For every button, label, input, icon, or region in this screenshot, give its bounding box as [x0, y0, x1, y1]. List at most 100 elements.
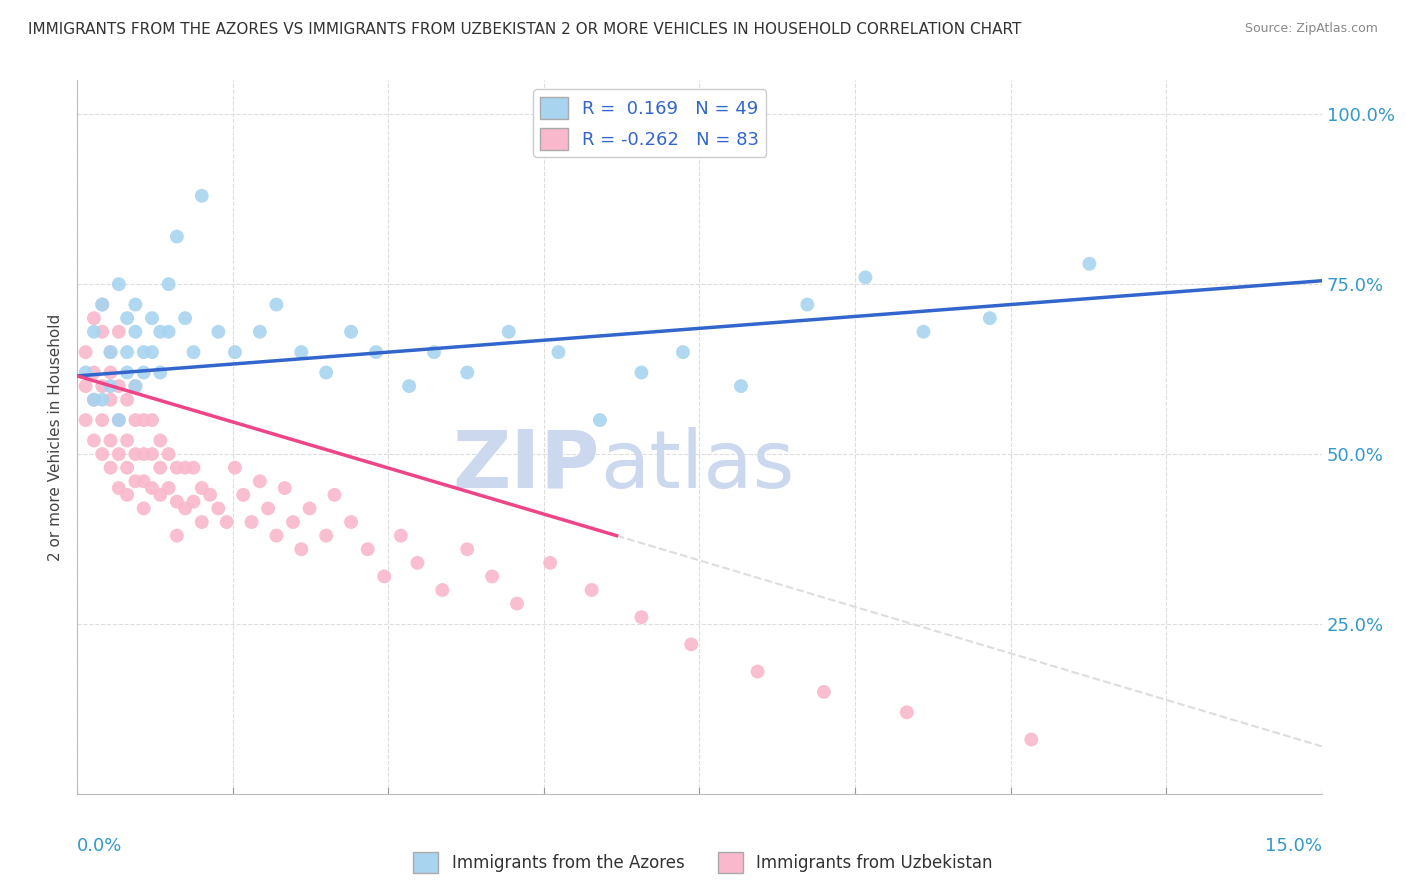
Point: [124, 325, 146, 339]
Point: [75, 413, 97, 427]
Point: [481, 569, 503, 583]
Text: 15.0%: 15.0%: [1264, 837, 1322, 855]
Point: [83, 392, 105, 407]
Legend: R =  0.169   N = 49, R = -0.262   N = 83: R = 0.169 N = 49, R = -0.262 N = 83: [533, 89, 766, 157]
Point: [191, 481, 214, 495]
Point: [75, 345, 97, 359]
Point: [183, 494, 205, 508]
Point: [281, 515, 304, 529]
Point: [132, 447, 155, 461]
Point: [630, 610, 652, 624]
Point: [141, 447, 163, 461]
Point: [630, 366, 652, 380]
Point: [115, 392, 138, 407]
Point: [191, 189, 214, 203]
Point: [100, 379, 122, 393]
Point: [91, 379, 114, 393]
Point: [149, 460, 172, 475]
Y-axis label: 2 or more Vehicles in Household: 2 or more Vehicles in Household: [48, 313, 63, 561]
Point: [257, 501, 280, 516]
Point: [141, 413, 163, 427]
Point: [1021, 732, 1043, 747]
Point: [108, 413, 131, 427]
Point: [896, 706, 918, 720]
Point: [124, 475, 146, 489]
Point: [183, 460, 205, 475]
Point: [132, 366, 155, 380]
Point: [340, 325, 363, 339]
Point: [979, 311, 1001, 326]
Legend: Immigrants from the Azores, Immigrants from Uzbekistan: Immigrants from the Azores, Immigrants f…: [406, 846, 1000, 880]
Point: [91, 297, 114, 311]
Point: [672, 345, 695, 359]
Point: [215, 515, 238, 529]
Point: [75, 379, 97, 393]
Point: [191, 515, 214, 529]
Point: [124, 379, 146, 393]
Point: [100, 434, 122, 448]
Point: [132, 413, 155, 427]
Point: [149, 325, 172, 339]
Point: [100, 366, 122, 380]
Point: [506, 597, 529, 611]
Point: [249, 325, 271, 339]
Point: [357, 542, 380, 557]
Point: [149, 488, 172, 502]
Point: [456, 542, 478, 557]
Point: [157, 481, 180, 495]
Point: [108, 413, 131, 427]
Point: [166, 494, 188, 508]
Point: [240, 515, 263, 529]
Point: [373, 569, 395, 583]
Point: [498, 325, 520, 339]
Point: [132, 345, 155, 359]
Point: [174, 311, 197, 326]
Point: [912, 325, 935, 339]
Point: [108, 481, 131, 495]
Point: [108, 447, 131, 461]
Point: [83, 434, 105, 448]
Point: [813, 685, 835, 699]
Point: [589, 413, 612, 427]
Point: [207, 501, 229, 516]
Point: [249, 475, 271, 489]
Point: [115, 345, 138, 359]
Point: [174, 501, 197, 516]
Point: [91, 413, 114, 427]
Point: [198, 488, 221, 502]
Point: [115, 434, 138, 448]
Point: [232, 488, 254, 502]
Point: [83, 366, 105, 380]
Point: [456, 366, 478, 380]
Point: [315, 366, 337, 380]
Text: IMMIGRANTS FROM THE AZORES VS IMMIGRANTS FROM UZBEKISTAN 2 OR MORE VEHICLES IN H: IMMIGRANTS FROM THE AZORES VS IMMIGRANTS…: [28, 22, 1022, 37]
Point: [124, 447, 146, 461]
Point: [141, 311, 163, 326]
Point: [91, 325, 114, 339]
Point: [298, 501, 321, 516]
Point: [91, 297, 114, 311]
Point: [855, 270, 877, 285]
Point: [157, 447, 180, 461]
Point: [166, 528, 188, 542]
Point: [132, 501, 155, 516]
Point: [406, 556, 429, 570]
Point: [389, 528, 412, 542]
Point: [166, 229, 188, 244]
Point: [266, 528, 288, 542]
Point: [224, 345, 246, 359]
Point: [166, 460, 188, 475]
Point: [796, 297, 818, 311]
Point: [364, 345, 387, 359]
Point: [108, 325, 131, 339]
Point: [124, 379, 146, 393]
Point: [100, 392, 122, 407]
Point: [224, 460, 246, 475]
Point: [141, 345, 163, 359]
Point: [207, 325, 229, 339]
Point: [174, 460, 197, 475]
Point: [266, 297, 288, 311]
Point: [75, 366, 97, 380]
Point: [423, 345, 446, 359]
Point: [681, 637, 703, 651]
